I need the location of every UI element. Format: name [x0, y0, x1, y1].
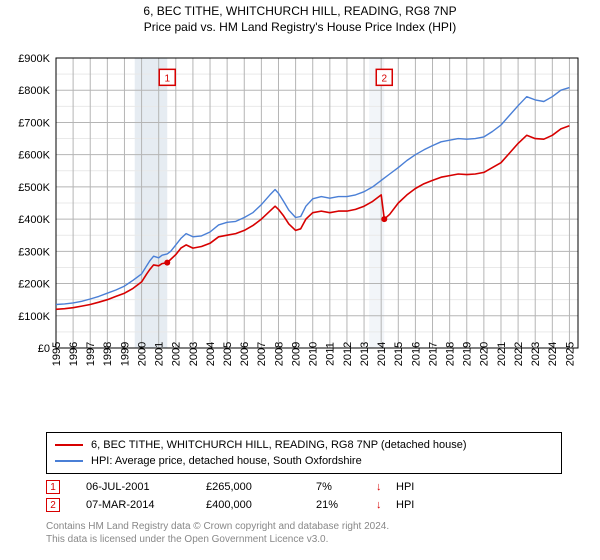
svg-text:1999: 1999	[119, 342, 131, 366]
footer-line: This data is licensed under the Open Gov…	[46, 533, 389, 546]
sale-pct: 21%	[316, 499, 376, 511]
legend-label: 6, BEC TITHE, WHITCHURCH HILL, READING, …	[91, 439, 467, 451]
svg-text:£600K: £600K	[18, 150, 50, 162]
svg-text:2021: 2021	[496, 342, 508, 366]
svg-text:2022: 2022	[513, 342, 525, 366]
footer-line: Contains HM Land Registry data © Crown c…	[46, 520, 389, 533]
svg-text:2018: 2018	[444, 342, 456, 366]
price-chart: £0 £100K £200K £300K £400K £500K £600K £700K £80…	[12, 48, 588, 388]
sale-hpi-label: HPI	[396, 499, 426, 511]
sale-date: 06-JUL-2001	[86, 481, 206, 493]
svg-text:2010: 2010	[308, 342, 320, 366]
legend-swatch	[55, 444, 83, 446]
down-arrow-icon: ↓	[376, 481, 396, 493]
svg-text:2012: 2012	[342, 342, 354, 366]
svg-text:2023: 2023	[530, 342, 542, 366]
svg-text:2009: 2009	[290, 342, 302, 366]
svg-text:£900K: £900K	[18, 53, 50, 65]
sale-marker-2: 2	[46, 498, 60, 512]
svg-text:£400K: £400K	[18, 214, 50, 226]
svg-text:2007: 2007	[256, 342, 268, 366]
svg-text:2013: 2013	[359, 342, 371, 366]
svg-text:2002: 2002	[171, 342, 183, 366]
svg-text:£0: £0	[38, 343, 50, 355]
svg-text:2020: 2020	[479, 342, 491, 366]
svg-text:2016: 2016	[410, 342, 422, 366]
sales-table: 1 06-JUL-2001 £265,000 7% ↓ HPI 2 07-MAR…	[46, 478, 562, 514]
svg-text:2019: 2019	[462, 342, 474, 366]
svg-text:2000: 2000	[136, 342, 148, 366]
chart-titles: 6, BEC TITHE, WHITCHURCH HILL, READING, …	[0, 0, 600, 34]
svg-text:£300K: £300K	[18, 246, 50, 258]
sale-row: 1 06-JUL-2001 £265,000 7% ↓ HPI	[46, 478, 562, 496]
svg-text:1: 1	[164, 73, 170, 84]
svg-text:1997: 1997	[85, 342, 97, 366]
legend: 6, BEC TITHE, WHITCHURCH HILL, READING, …	[46, 432, 562, 474]
sale-price: £265,000	[206, 481, 316, 493]
svg-text:2025: 2025	[564, 342, 576, 366]
svg-text:2: 2	[381, 73, 387, 84]
title-sub: Price paid vs. HM Land Registry's House …	[0, 20, 600, 34]
legend-item-property: 6, BEC TITHE, WHITCHURCH HILL, READING, …	[55, 437, 553, 453]
footer-attribution: Contains HM Land Registry data © Crown c…	[46, 520, 389, 546]
svg-text:2024: 2024	[547, 342, 559, 366]
svg-text:2008: 2008	[273, 342, 285, 366]
sale-row: 2 07-MAR-2014 £400,000 21% ↓ HPI	[46, 496, 562, 514]
sale-marker-1: 1	[46, 480, 60, 494]
sale-price: £400,000	[206, 499, 316, 511]
svg-text:1998: 1998	[102, 342, 114, 366]
title-main: 6, BEC TITHE, WHITCHURCH HILL, READING, …	[0, 4, 600, 18]
svg-text:2015: 2015	[393, 342, 405, 366]
legend-item-hpi: HPI: Average price, detached house, Sout…	[55, 453, 553, 469]
legend-label: HPI: Average price, detached house, Sout…	[91, 455, 362, 467]
svg-text:2004: 2004	[205, 342, 217, 366]
svg-text:£700K: £700K	[18, 117, 50, 129]
svg-text:1996: 1996	[68, 342, 80, 366]
sale-hpi-label: HPI	[396, 481, 426, 493]
svg-text:£500K: £500K	[18, 182, 50, 194]
svg-text:2011: 2011	[325, 342, 337, 366]
svg-text:2014: 2014	[376, 342, 388, 366]
svg-text:2005: 2005	[222, 342, 234, 366]
sale-pct: 7%	[316, 481, 376, 493]
svg-text:2003: 2003	[188, 342, 200, 366]
legend-swatch	[55, 460, 83, 462]
svg-text:1995: 1995	[51, 342, 63, 366]
sale-date: 07-MAR-2014	[86, 499, 206, 511]
svg-text:2006: 2006	[239, 342, 251, 366]
svg-text:£100K: £100K	[18, 311, 50, 323]
svg-text:2001: 2001	[154, 342, 166, 366]
down-arrow-icon: ↓	[376, 499, 396, 511]
svg-text:£800K: £800K	[18, 85, 50, 97]
svg-text:2017: 2017	[427, 342, 439, 366]
svg-text:£200K: £200K	[18, 279, 50, 291]
